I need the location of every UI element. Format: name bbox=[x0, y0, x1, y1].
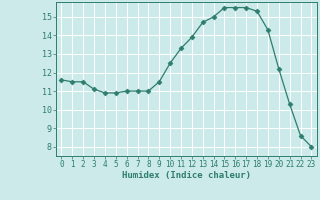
X-axis label: Humidex (Indice chaleur): Humidex (Indice chaleur) bbox=[122, 171, 251, 180]
